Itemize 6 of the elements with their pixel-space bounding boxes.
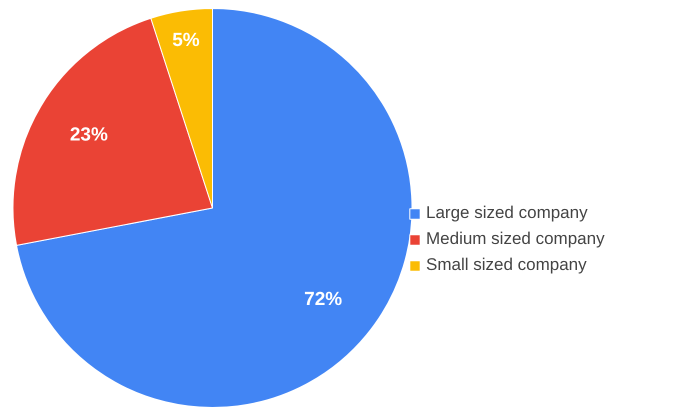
data-label: 23% xyxy=(70,124,108,146)
legend-label: Medium sized company xyxy=(426,229,605,249)
legend-label: Small sized company xyxy=(426,255,587,275)
data-label: 5% xyxy=(172,30,200,51)
legend-label: Large sized company xyxy=(426,203,588,223)
data-label: 72% xyxy=(304,289,342,310)
